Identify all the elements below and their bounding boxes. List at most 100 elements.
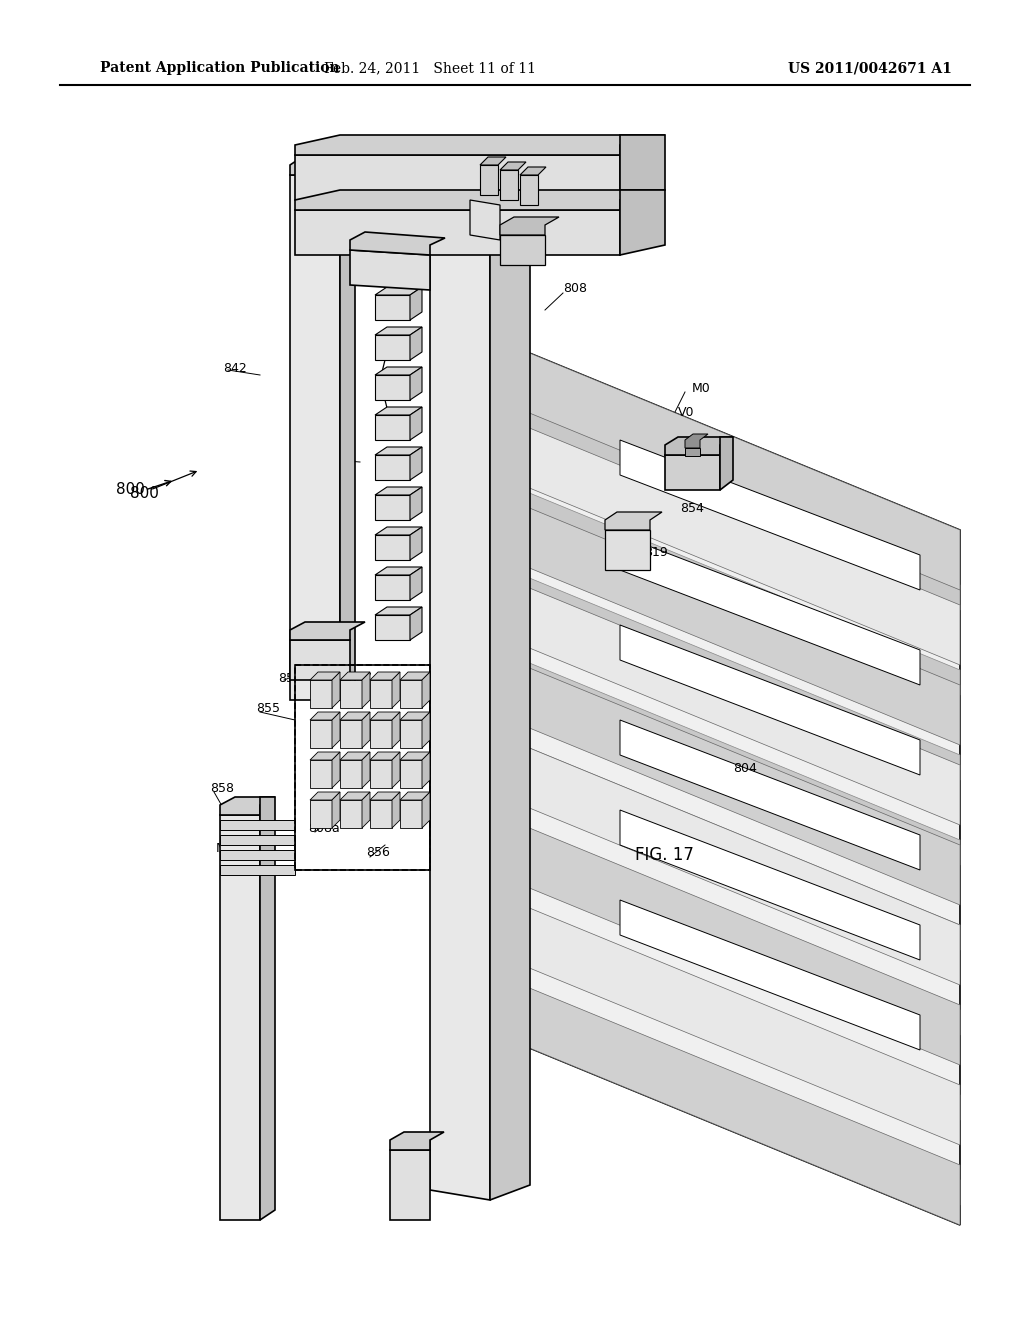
Polygon shape	[362, 752, 370, 788]
Polygon shape	[510, 500, 961, 744]
Polygon shape	[310, 711, 340, 719]
Polygon shape	[430, 165, 530, 195]
Polygon shape	[510, 825, 961, 1035]
Polygon shape	[620, 810, 920, 960]
Polygon shape	[400, 792, 430, 800]
Text: 856: 856	[366, 846, 390, 859]
Polygon shape	[290, 176, 340, 700]
Polygon shape	[605, 512, 662, 531]
Polygon shape	[375, 527, 422, 535]
Polygon shape	[620, 535, 920, 685]
Polygon shape	[340, 680, 362, 708]
Text: M2: M2	[216, 842, 234, 854]
Text: 810b: 810b	[298, 449, 330, 462]
Polygon shape	[375, 535, 410, 560]
Text: 852: 852	[278, 672, 302, 685]
Polygon shape	[295, 190, 665, 210]
Polygon shape	[370, 711, 400, 719]
Polygon shape	[400, 672, 430, 680]
Polygon shape	[620, 190, 665, 255]
Text: FIG. 17: FIG. 17	[635, 846, 694, 865]
Polygon shape	[340, 711, 370, 719]
Polygon shape	[362, 711, 370, 748]
Text: Feb. 24, 2011   Sheet 11 of 11: Feb. 24, 2011 Sheet 11 of 11	[324, 61, 536, 75]
Text: 819: 819	[644, 545, 668, 558]
Polygon shape	[510, 400, 961, 610]
Text: 844: 844	[525, 222, 549, 235]
Polygon shape	[500, 162, 526, 170]
Polygon shape	[375, 568, 422, 576]
Polygon shape	[510, 484, 961, 696]
Polygon shape	[390, 1133, 444, 1150]
Text: 808a: 808a	[308, 821, 340, 834]
Polygon shape	[310, 752, 340, 760]
Polygon shape	[400, 711, 430, 719]
Polygon shape	[410, 607, 422, 640]
Polygon shape	[332, 752, 340, 788]
Text: 800: 800	[130, 486, 159, 500]
Text: 819: 819	[487, 197, 511, 210]
Text: 842: 842	[223, 362, 247, 375]
Polygon shape	[510, 741, 961, 950]
Polygon shape	[370, 752, 400, 760]
Polygon shape	[510, 579, 961, 825]
Polygon shape	[510, 420, 961, 665]
Text: 800: 800	[116, 483, 144, 498]
Polygon shape	[375, 367, 422, 375]
Polygon shape	[392, 711, 400, 748]
Polygon shape	[400, 760, 422, 788]
Polygon shape	[220, 820, 295, 830]
Polygon shape	[620, 900, 920, 1049]
Text: V2: V2	[353, 222, 370, 235]
Polygon shape	[220, 797, 275, 814]
Polygon shape	[620, 624, 920, 775]
Polygon shape	[520, 168, 546, 176]
Polygon shape	[510, 345, 961, 1225]
Text: 857: 857	[348, 672, 372, 685]
Polygon shape	[470, 201, 500, 240]
Polygon shape	[665, 455, 720, 490]
Text: 852: 852	[310, 265, 334, 279]
Polygon shape	[375, 294, 410, 319]
Polygon shape	[510, 979, 961, 1225]
Polygon shape	[340, 719, 362, 748]
Polygon shape	[310, 719, 332, 748]
Polygon shape	[290, 154, 355, 176]
Polygon shape	[685, 447, 700, 455]
Polygon shape	[310, 800, 332, 828]
Polygon shape	[220, 850, 295, 861]
Polygon shape	[310, 792, 340, 800]
Polygon shape	[510, 345, 961, 590]
Polygon shape	[375, 447, 422, 455]
Polygon shape	[370, 800, 392, 828]
Polygon shape	[665, 437, 733, 455]
Text: V1: V1	[509, 176, 525, 189]
Text: M1: M1	[568, 202, 587, 214]
Polygon shape	[332, 711, 340, 748]
Text: 808: 808	[563, 281, 587, 294]
Polygon shape	[375, 407, 422, 414]
Polygon shape	[340, 792, 370, 800]
Polygon shape	[410, 407, 422, 440]
Text: 858: 858	[210, 781, 234, 795]
Text: V0: V0	[678, 405, 694, 418]
Polygon shape	[390, 1150, 430, 1220]
Polygon shape	[605, 531, 650, 570]
Polygon shape	[620, 440, 920, 590]
Polygon shape	[370, 760, 392, 788]
Polygon shape	[410, 367, 422, 400]
Polygon shape	[295, 135, 665, 154]
Text: 804: 804	[733, 762, 757, 775]
Polygon shape	[375, 335, 410, 360]
Text: 810a: 810a	[525, 186, 557, 198]
Text: 808b: 808b	[393, 1206, 425, 1220]
Polygon shape	[340, 154, 355, 700]
Polygon shape	[720, 437, 733, 490]
Polygon shape	[410, 286, 422, 319]
Text: 854: 854	[680, 502, 703, 515]
Polygon shape	[340, 760, 362, 788]
Polygon shape	[510, 909, 961, 1119]
Polygon shape	[480, 157, 506, 165]
Polygon shape	[290, 640, 350, 680]
Polygon shape	[310, 680, 332, 708]
